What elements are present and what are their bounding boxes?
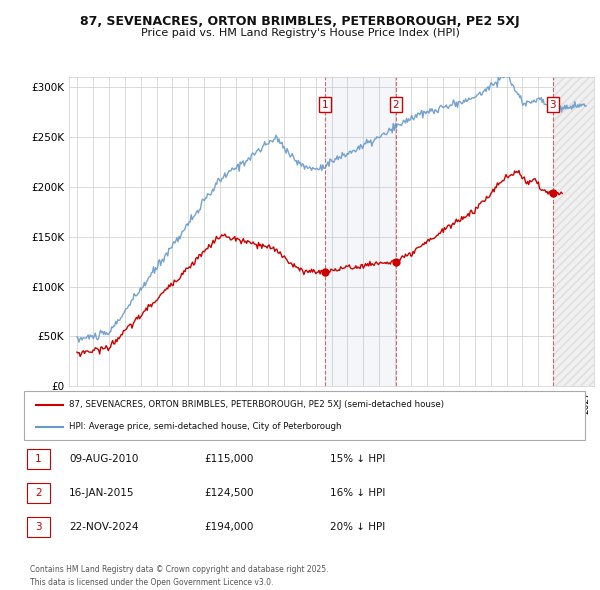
Bar <box>325 77 396 386</box>
Text: 3: 3 <box>35 523 42 532</box>
Text: 15% ↓ HPI: 15% ↓ HPI <box>330 454 385 464</box>
Text: Contains HM Land Registry data © Crown copyright and database right 2025.
This d: Contains HM Land Registry data © Crown c… <box>30 565 329 587</box>
Text: 1: 1 <box>35 454 42 464</box>
Text: 16-JAN-2015: 16-JAN-2015 <box>69 489 134 498</box>
Text: 2: 2 <box>35 489 42 498</box>
Text: 87, SEVENACRES, ORTON BRIMBLES, PETERBOROUGH, PE2 5XJ (semi-detached house): 87, SEVENACRES, ORTON BRIMBLES, PETERBOR… <box>69 400 444 409</box>
Text: HPI: Average price, semi-detached house, City of Peterborough: HPI: Average price, semi-detached house,… <box>69 422 341 431</box>
Text: £194,000: £194,000 <box>204 523 253 532</box>
Text: £115,000: £115,000 <box>204 454 253 464</box>
Text: Price paid vs. HM Land Registry's House Price Index (HPI): Price paid vs. HM Land Registry's House … <box>140 28 460 38</box>
Text: 1: 1 <box>322 100 328 110</box>
Text: 20% ↓ HPI: 20% ↓ HPI <box>330 523 385 532</box>
Text: 3: 3 <box>550 100 556 110</box>
Text: £124,500: £124,500 <box>204 489 254 498</box>
Text: 22-NOV-2024: 22-NOV-2024 <box>69 523 139 532</box>
Text: 16% ↓ HPI: 16% ↓ HPI <box>330 489 385 498</box>
Text: 09-AUG-2010: 09-AUG-2010 <box>69 454 139 464</box>
Bar <box>553 77 594 386</box>
Text: 87, SEVENACRES, ORTON BRIMBLES, PETERBOROUGH, PE2 5XJ: 87, SEVENACRES, ORTON BRIMBLES, PETERBOR… <box>80 15 520 28</box>
Text: 2: 2 <box>392 100 399 110</box>
